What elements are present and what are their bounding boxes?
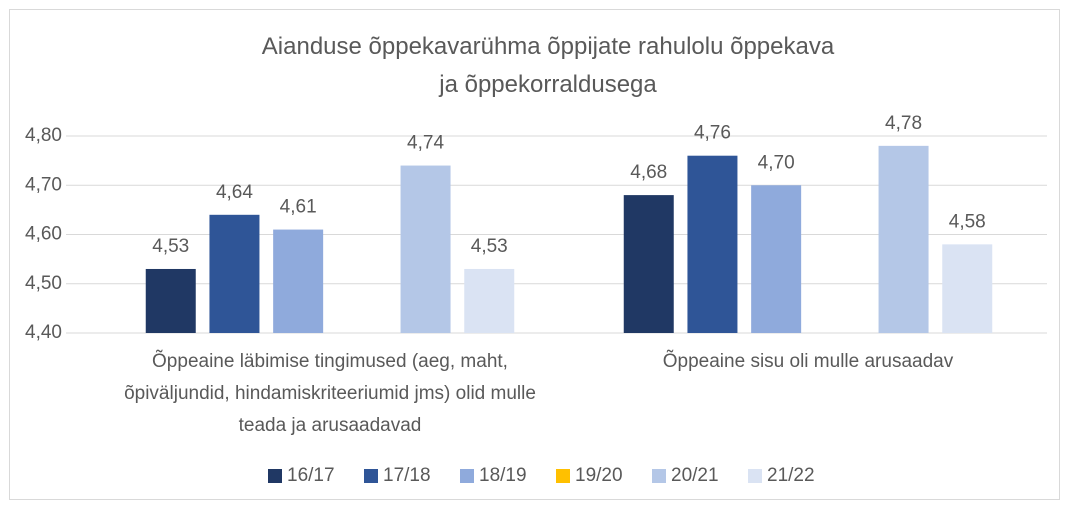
y-tick-label: 4,50 bbox=[25, 273, 62, 294]
bar bbox=[273, 229, 324, 333]
bar bbox=[878, 145, 929, 333]
value-label: 4,76 bbox=[694, 123, 731, 144]
bar bbox=[623, 195, 674, 333]
bar bbox=[209, 214, 260, 333]
value-label: 4,58 bbox=[949, 211, 986, 232]
legend-swatch bbox=[268, 469, 282, 483]
legend-swatch bbox=[364, 469, 378, 483]
legend-label: 18/19 bbox=[479, 465, 527, 486]
legend-label: 16/17 bbox=[287, 465, 335, 486]
x-tick-label: Õppeaine sisu oli mulle arusaadav bbox=[662, 351, 954, 372]
value-label: 4,53 bbox=[471, 236, 508, 257]
y-tick-label: 4,70 bbox=[25, 174, 62, 195]
bar bbox=[942, 244, 993, 333]
legend-swatch bbox=[748, 469, 762, 483]
y-tick-label: 4,60 bbox=[25, 224, 62, 245]
chart-title: Aianduse õppekavarühma õppijate rahulolu… bbox=[261, 33, 835, 98]
legend-label: 21/22 bbox=[767, 465, 815, 486]
value-label: 4,70 bbox=[758, 152, 795, 173]
value-label: 4,64 bbox=[216, 182, 253, 203]
bar bbox=[400, 165, 451, 333]
legend-swatch bbox=[460, 469, 474, 483]
title-box: Aianduse õppekavarühma õppijate rahulolu… bbox=[261, 33, 835, 98]
value-label: 4,74 bbox=[407, 133, 444, 154]
legend-label: 17/18 bbox=[383, 465, 431, 486]
legend-label: 19/20 bbox=[575, 465, 623, 486]
value-label: 4,68 bbox=[630, 162, 667, 183]
value-label: 4,78 bbox=[885, 113, 922, 134]
y-tick-label: 4,80 bbox=[25, 125, 62, 146]
bar bbox=[464, 268, 515, 333]
legend-label: 20/21 bbox=[671, 465, 719, 486]
bar bbox=[751, 185, 802, 333]
value-label: 4,61 bbox=[280, 197, 317, 218]
bar bbox=[145, 268, 196, 333]
value-label: 4,53 bbox=[152, 236, 189, 257]
legend-swatch bbox=[652, 469, 666, 483]
bar bbox=[687, 155, 738, 333]
y-tick-label: 4,40 bbox=[25, 322, 62, 343]
x-tick-label: Õppeaine läbimise tingimused (aeg, maht,… bbox=[124, 351, 536, 436]
legend-swatch bbox=[556, 469, 570, 483]
